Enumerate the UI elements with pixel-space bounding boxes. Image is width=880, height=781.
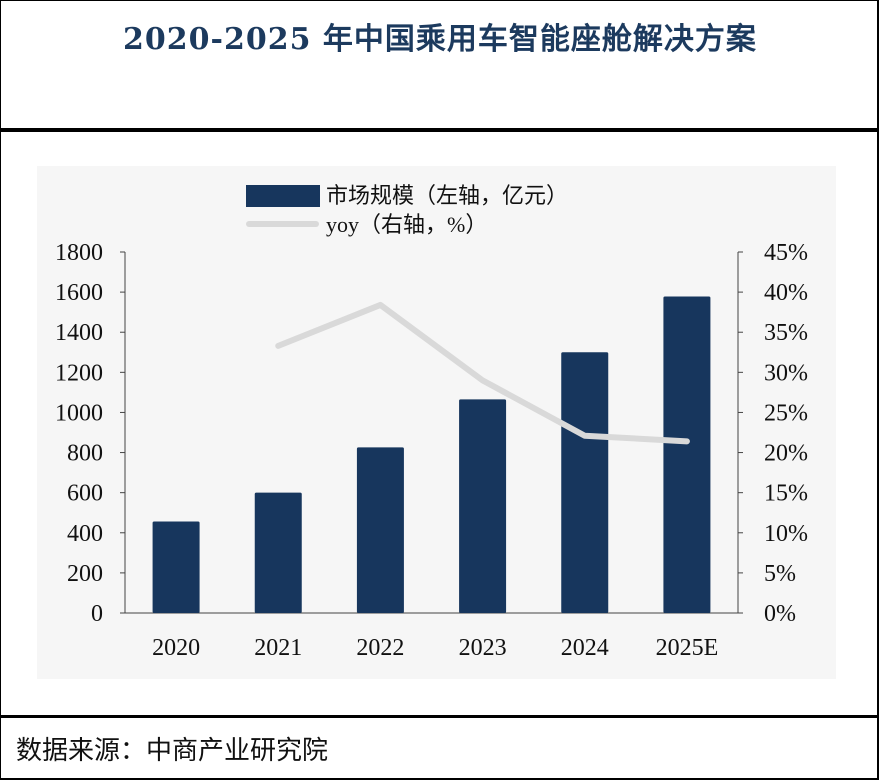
bar-2023 bbox=[459, 399, 507, 613]
right-tick-label: 10% bbox=[764, 521, 808, 547]
left-tick-label: 0 bbox=[91, 601, 103, 627]
left-tick-label: 1600 bbox=[55, 280, 103, 306]
legend-line-label: yoy（右轴，%） bbox=[326, 212, 487, 237]
right-tick-label: 0% bbox=[764, 601, 796, 627]
left-tick-label: 400 bbox=[67, 521, 103, 547]
yoy-point-2023 bbox=[482, 379, 484, 381]
left-tick-label: 1400 bbox=[55, 320, 103, 346]
bar-2022 bbox=[356, 447, 404, 613]
left-tick-label: 1000 bbox=[55, 400, 103, 426]
left-tick-label: 1800 bbox=[55, 240, 103, 266]
source-note: 数据来源：中商产业研究院 bbox=[16, 736, 329, 766]
left-tick-label: 1200 bbox=[55, 360, 103, 386]
source-divider bbox=[1, 715, 877, 718]
left-tick-label: 200 bbox=[67, 561, 103, 587]
right-tick-label: 15% bbox=[764, 481, 808, 507]
chart-title: 2020-2025 年中国乘用车智能座舱解决方案 bbox=[123, 22, 757, 57]
bar-2020 bbox=[152, 521, 200, 613]
left-tick-label: 600 bbox=[67, 481, 103, 507]
x-tick-label: 2021 bbox=[254, 635, 302, 661]
right-tick-label: 20% bbox=[764, 441, 808, 467]
x-tick-label: 2022 bbox=[356, 635, 404, 661]
right-tick-label: 25% bbox=[764, 400, 808, 426]
yoy-point-2024 bbox=[584, 435, 586, 437]
right-tick-label: 30% bbox=[764, 360, 808, 386]
x-tick-label: 2020 bbox=[152, 635, 200, 661]
x-tick-label: 2024 bbox=[561, 635, 609, 661]
bar-2024 bbox=[561, 352, 609, 613]
legend-bar-label: 市场规模（左轴，亿元） bbox=[326, 183, 568, 208]
yoy-point-2021 bbox=[277, 345, 279, 347]
right-tick-label: 5% bbox=[764, 561, 796, 587]
legend-bar-swatch bbox=[246, 185, 320, 207]
right-tick-label: 35% bbox=[764, 320, 808, 346]
yoy-point-2022 bbox=[379, 304, 381, 306]
yoy-point-2025E bbox=[686, 440, 688, 442]
x-tick-label: 2023 bbox=[459, 635, 507, 661]
title-divider bbox=[1, 128, 877, 132]
right-tick-label: 45% bbox=[764, 240, 808, 266]
x-tick-label: 2025E bbox=[656, 635, 719, 661]
bar-2025E bbox=[663, 296, 711, 613]
bar-2021 bbox=[254, 492, 302, 613]
right-tick-label: 40% bbox=[764, 280, 808, 306]
left-tick-label: 800 bbox=[67, 441, 103, 467]
